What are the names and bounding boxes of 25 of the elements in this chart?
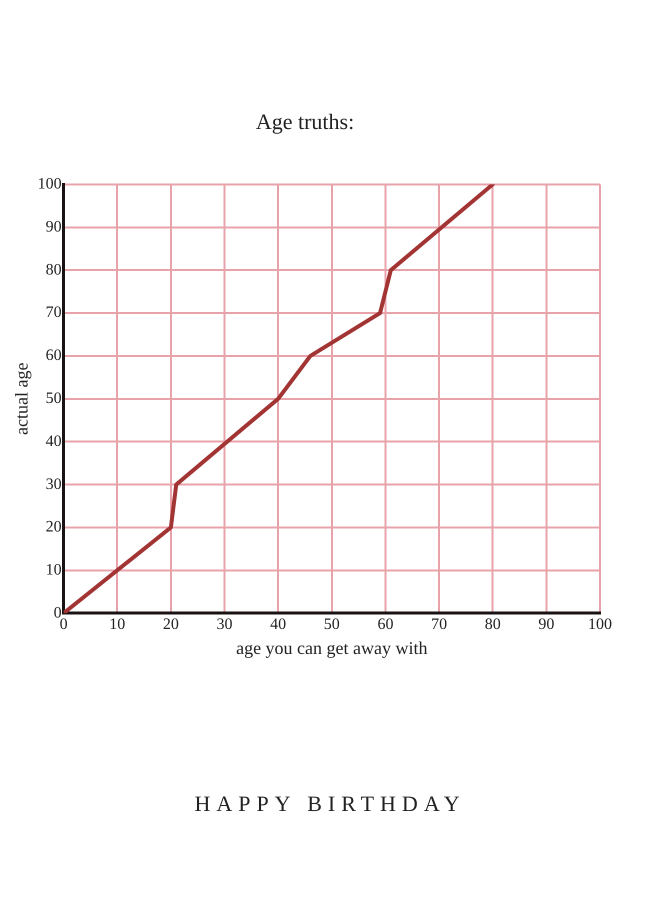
x-axis-title: age you can get away with xyxy=(236,638,428,658)
x-tick-label: 10 xyxy=(109,616,126,634)
x-tick-label: 30 xyxy=(216,616,233,634)
x-tick-label: 50 xyxy=(324,616,340,634)
x-tick-label: 80 xyxy=(484,616,501,634)
y-tick-label: 20 xyxy=(46,518,62,536)
chart-title: Age truths: xyxy=(256,108,354,134)
y-tick-label: 10 xyxy=(46,562,62,579)
x-tick-label: 60 xyxy=(377,616,394,634)
y-tick-label: 100 xyxy=(38,176,62,193)
y-axis-title: actual age xyxy=(12,362,32,436)
x-tick-label: 40 xyxy=(270,616,286,634)
x-tick-label: 20 xyxy=(162,616,179,634)
y-tick-label: 50 xyxy=(46,390,62,408)
y-tick-label: 60 xyxy=(46,347,62,364)
y-tick-label: 30 xyxy=(46,476,62,493)
x-tick-label: 90 xyxy=(538,616,554,634)
x-tick-label: 70 xyxy=(431,616,448,634)
y-tick-label: 40 xyxy=(46,432,62,450)
y-tick-label: 0 xyxy=(54,604,62,622)
y-tick-label: 70 xyxy=(46,304,62,322)
x-tick-label: 100 xyxy=(588,616,612,634)
y-tick-label: 90 xyxy=(46,218,62,236)
y-tick-label: 80 xyxy=(46,261,62,278)
text: HAPPY BIRTHDAY xyxy=(194,790,466,816)
